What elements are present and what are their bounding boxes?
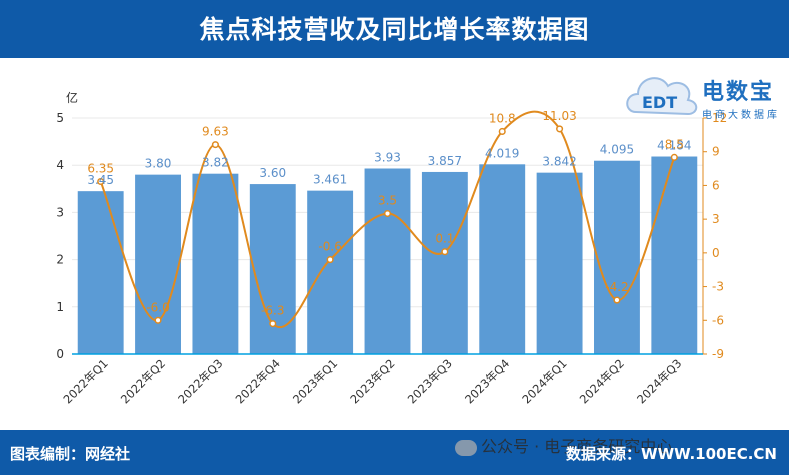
editor-credit: 图表编制：网经社 <box>10 445 131 463</box>
bar-value-label: 3.80 <box>145 157 172 171</box>
x-tick-label: 2022年Q4 <box>233 356 283 406</box>
growth-point <box>97 177 105 186</box>
y2-tick-label: 6 <box>712 178 720 192</box>
bar-value-label: 4.019 <box>485 146 519 160</box>
cloud-icon: EDT <box>626 77 698 116</box>
bar <box>192 173 239 354</box>
growth-value-label: 6.35 <box>87 161 114 175</box>
x-tick-label: 2023年Q1 <box>290 356 340 406</box>
growth-value-label: 8.5 <box>665 137 684 151</box>
growth-value-label: -6.3 <box>261 304 284 318</box>
y-tick-label: 1 <box>56 300 64 314</box>
y-tick-label: 3 <box>56 205 64 219</box>
growth-point <box>613 296 621 304</box>
growth-point <box>670 153 678 161</box>
growth-line <box>99 110 676 328</box>
growth-value-label: -6.0 <box>146 300 169 314</box>
bar-value-label: 3.842 <box>542 155 576 169</box>
logo-subtitle: 电商大数据库 <box>702 110 780 121</box>
logo-mark: EDT <box>642 93 677 112</box>
bar <box>651 156 698 354</box>
growth-point <box>441 248 449 256</box>
growth-point <box>326 256 334 264</box>
bar <box>135 174 181 354</box>
bar-value-label: 3.857 <box>428 154 462 168</box>
wechat-watermark: 公众号 · 电子商务研究中心 <box>455 433 672 457</box>
bar-value-label: 4.184 <box>657 139 691 153</box>
bar-value-label: 3.461 <box>313 173 347 187</box>
bar <box>364 168 411 354</box>
bar-value-label: 3.60 <box>259 166 286 180</box>
y2-tick-label: 12 <box>712 111 727 125</box>
x-tick-label: 2024年Q2 <box>577 356 627 406</box>
x-tick-label: 2023年Q3 <box>405 356 455 406</box>
y2-tick-label: -3 <box>712 280 724 294</box>
y-tick-label: 4 <box>56 158 64 172</box>
growth-point <box>211 141 219 149</box>
edt-logo: EDT 电数宝 电商大数据库 <box>622 62 787 132</box>
growth-point <box>269 320 277 328</box>
y2-tick-label: -9 <box>712 347 724 361</box>
y-tick-label: 2 <box>56 253 64 267</box>
growth-value-label: 10.8 <box>489 111 516 125</box>
logo-name: 电数宝 <box>702 80 775 105</box>
bar-value-label: 3.82 <box>202 156 229 170</box>
growth-value-label: -4.2 <box>605 280 628 294</box>
bar-value-label: 3.93 <box>374 151 401 165</box>
y-tick-label: 5 <box>56 111 64 125</box>
y2-tick-label: 9 <box>712 145 720 159</box>
chart-title: 焦点科技营收及同比增长率数据图 <box>199 15 590 44</box>
y2-tick-label: 0 <box>712 246 720 260</box>
wechat-text: 公众号 · 电子商务研究中心 <box>481 437 673 456</box>
growth-value-label: 11.03 <box>542 109 576 123</box>
bar-value-label: 4.095 <box>600 143 634 157</box>
x-tick-label: 2024年Q1 <box>519 356 569 406</box>
x-tick-label: 2024年Q3 <box>634 356 684 406</box>
y-unit-label: 亿 <box>66 90 78 105</box>
growth-value-label: 0.1 <box>435 232 454 246</box>
bar <box>77 191 124 354</box>
y2-tick-label: -6 <box>712 313 724 327</box>
growth-point <box>556 125 564 133</box>
y2-tick-label: 3 <box>712 212 720 226</box>
bar <box>421 171 468 354</box>
bar <box>479 164 526 354</box>
wechat-icon <box>455 439 477 456</box>
bar <box>307 190 354 354</box>
growth-value-label: 3.5 <box>378 194 397 208</box>
header-banner: 焦点科技营收及同比增长率数据图 <box>0 0 789 58</box>
x-tick-label: 2022年Q3 <box>175 356 225 406</box>
bar <box>594 160 640 354</box>
x-tick-label: 2022年Q1 <box>60 356 110 406</box>
x-tick-label: 2023年Q4 <box>462 356 512 406</box>
growth-point <box>383 209 392 218</box>
footer-banner: 图表编制：网经社 公众号 · 电子商务研究中心 数据来源：WWW.100EC.C… <box>0 430 789 475</box>
growth-value-label: 9.63 <box>202 125 229 139</box>
x-tick-label: 2023年Q2 <box>347 356 397 406</box>
x-tick-label: 2022年Q2 <box>118 356 168 406</box>
growth-value-label: -0.6 <box>318 240 341 254</box>
bar <box>536 172 583 354</box>
source-credit: 数据来源：WWW.100EC.CN <box>566 445 777 463</box>
growth-point <box>154 316 162 324</box>
bar <box>249 184 296 354</box>
growth-point <box>498 127 506 136</box>
y-tick-label: 0 <box>56 347 64 361</box>
bar-value-label: 3.45 <box>87 173 114 187</box>
